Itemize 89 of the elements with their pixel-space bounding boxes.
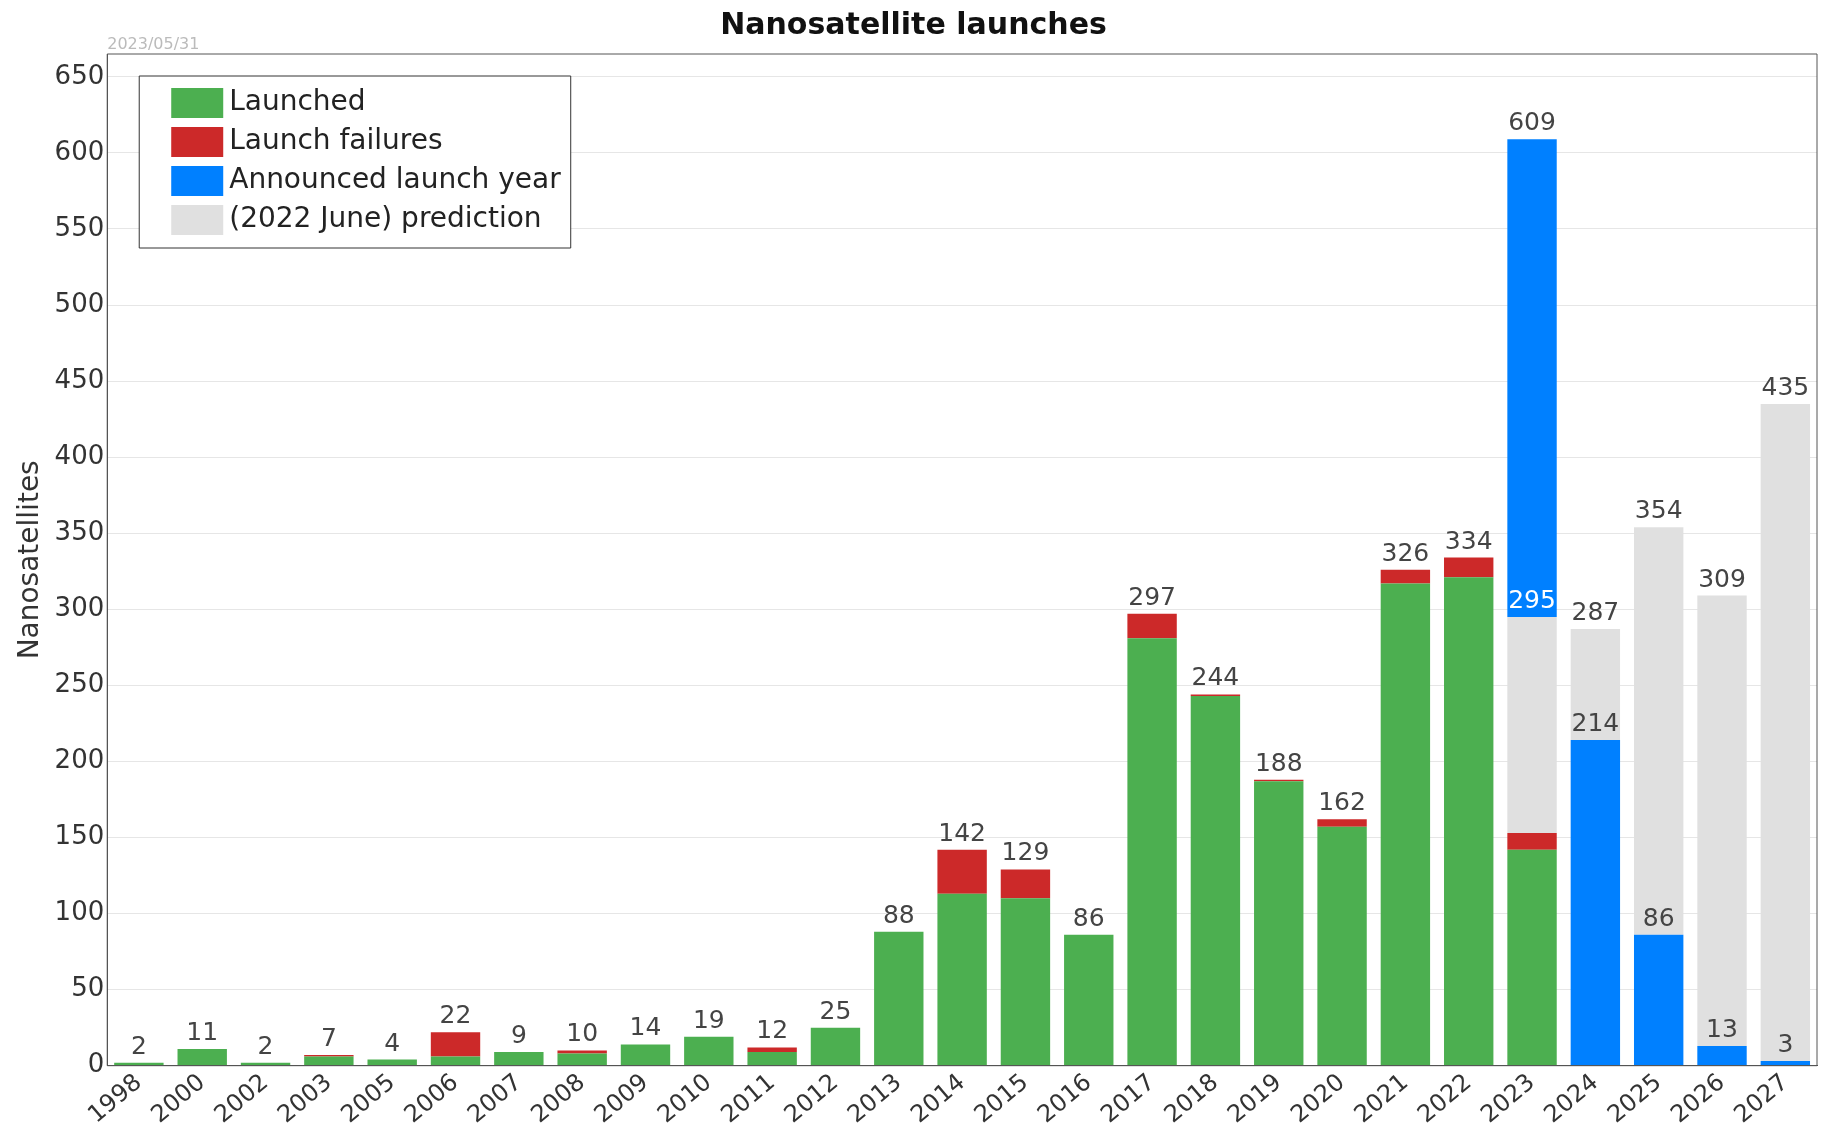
bar <box>1570 740 1621 1066</box>
bar <box>1000 898 1051 1066</box>
total-label: 142 <box>938 817 986 847</box>
total-label: 86 <box>1072 902 1105 932</box>
bar <box>1127 613 1177 639</box>
y-tick-label: 300 <box>54 592 105 623</box>
bar <box>1317 826 1367 1066</box>
bar <box>1507 139 1557 617</box>
y-tick-label: 400 <box>54 439 105 470</box>
total-label: 22 <box>439 1000 472 1030</box>
y-tick-label: 600 <box>54 135 105 166</box>
bar <box>557 1053 607 1066</box>
total-label: 297 <box>1128 581 1176 611</box>
bar <box>1444 557 1494 578</box>
data-label: 86 <box>1642 902 1675 932</box>
y-tick-label: 550 <box>54 211 105 242</box>
y-tick-label: 350 <box>54 515 105 546</box>
bar <box>1507 849 1557 1066</box>
bar <box>1507 832 1557 850</box>
bar <box>937 849 987 894</box>
bar <box>1190 696 1241 1066</box>
bar <box>874 931 924 1066</box>
total-label: 11 <box>186 1016 219 1046</box>
y-tick-label: 200 <box>54 744 105 775</box>
total-label: 326 <box>1381 537 1430 567</box>
bar <box>747 1047 797 1052</box>
y-tick-label: 500 <box>54 287 105 318</box>
bar <box>1633 934 1684 1066</box>
data-label: 214 <box>1571 708 1620 738</box>
bar <box>1000 869 1051 899</box>
text: 2023/05/31 <box>107 34 200 54</box>
total-label: 188 <box>1254 747 1303 777</box>
total-label: 244 <box>1191 662 1240 692</box>
total-label: 609 <box>1508 107 1556 137</box>
y-axis-title: Nanosatellites <box>12 460 46 660</box>
total-label: 14 <box>629 1012 662 1042</box>
bar <box>177 1048 227 1066</box>
total-label: 10 <box>566 1018 599 1048</box>
bar <box>1127 638 1177 1066</box>
total-label: 88 <box>882 899 915 929</box>
bar <box>1760 1061 1811 1066</box>
bar <box>430 1056 481 1066</box>
data-label: 3 <box>1777 1029 1794 1059</box>
total-label: 309 <box>1698 563 1746 593</box>
bar <box>810 1027 861 1066</box>
total-label: 25 <box>819 995 852 1025</box>
bar <box>1697 1045 1747 1066</box>
total-label: 354 <box>1634 495 1683 525</box>
total-label: 2 <box>130 1030 147 1060</box>
y-tick-label: 650 <box>54 59 105 90</box>
total-label: 12 <box>756 1015 789 1045</box>
bar <box>1380 569 1431 584</box>
total-label: 334 <box>1444 525 1493 555</box>
chart-title: Nanosatellite launches <box>720 5 1107 41</box>
bar <box>620 1044 671 1066</box>
legend-label: Announced launch year <box>229 162 562 196</box>
bar <box>1380 583 1431 1066</box>
y-tick-label: 0 <box>87 1048 105 1079</box>
total-label: 9 <box>510 1019 527 1049</box>
y-tick-label: 250 <box>54 668 105 699</box>
annotation: 295 <box>1508 584 1556 614</box>
data-label: 13 <box>1706 1013 1738 1043</box>
y-tick-label: 450 <box>54 363 105 394</box>
total-label: 287 <box>1571 597 1620 627</box>
y-tick-label: 100 <box>54 896 105 927</box>
y-tick-label: 50 <box>71 972 105 1003</box>
bar <box>1064 934 1114 1066</box>
total-label: 435 <box>1761 371 1810 401</box>
bar <box>937 893 987 1066</box>
bar <box>747 1051 797 1066</box>
bar <box>1444 577 1494 1066</box>
bar <box>304 1056 354 1066</box>
bar <box>684 1036 734 1066</box>
y-tick-label: 150 <box>54 820 105 851</box>
legend-label: Launch failures <box>229 123 443 157</box>
total-label: 19 <box>692 1004 725 1034</box>
bar <box>430 1032 481 1057</box>
total-label: 162 <box>1318 787 1366 817</box>
bar <box>367 1059 417 1066</box>
total-label: 2 <box>257 1030 274 1060</box>
legend-label: Launched <box>229 84 366 118</box>
total-label: 129 <box>1001 837 1050 867</box>
bar <box>494 1051 544 1066</box>
bar <box>1254 781 1304 1066</box>
bar <box>557 1050 607 1054</box>
legend-label: (2022 June) prediction <box>229 201 542 235</box>
bar <box>1317 819 1367 827</box>
total-label: 4 <box>384 1027 401 1057</box>
total-label: 7 <box>320 1023 337 1053</box>
